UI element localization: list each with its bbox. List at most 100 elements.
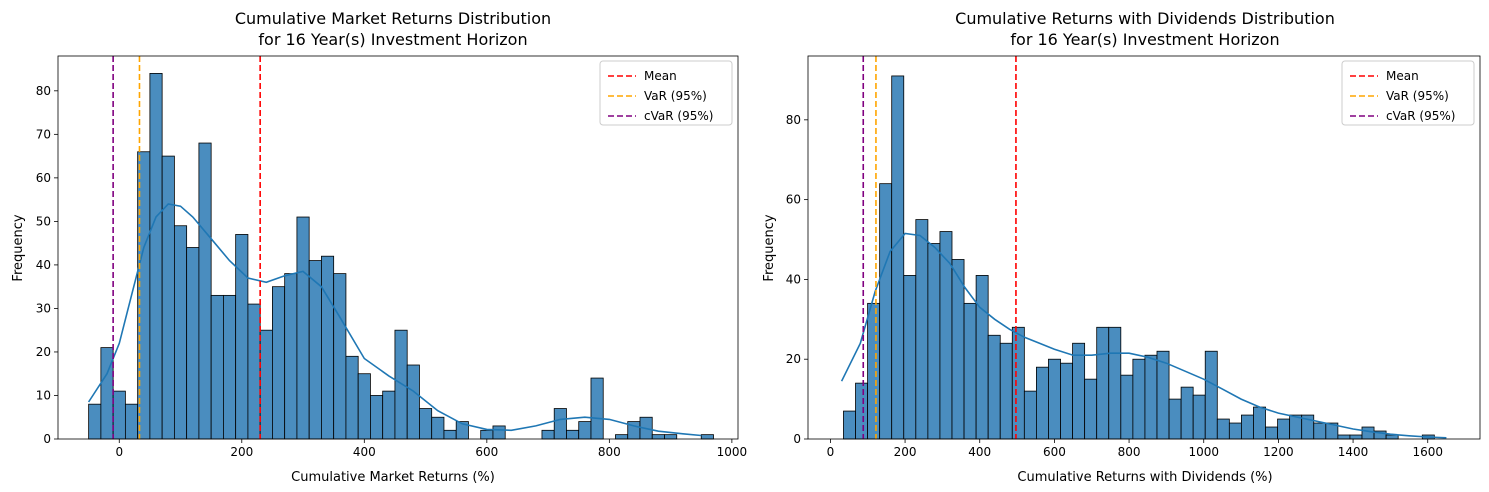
right-histogram-bar	[879, 183, 893, 440]
right-x-tick-label: 400	[968, 445, 991, 459]
right-axes-frame	[807, 55, 1481, 440]
left-histogram-bar	[345, 355, 359, 440]
left-histogram-bar	[615, 434, 629, 440]
left-y-tick-label: 70	[36, 127, 51, 141]
right-histogram-bar	[975, 275, 989, 440]
left-x-tick-label: 600	[475, 445, 498, 459]
left-x-tick-label: 0	[115, 445, 123, 459]
left-histogram-bar	[210, 294, 224, 440]
left-histogram-bar	[357, 373, 371, 440]
right-histogram-bar	[1241, 414, 1254, 440]
left-y-tick-label: 50	[36, 214, 51, 228]
left-legend-label-0: Mean	[644, 69, 677, 83]
left-histogram-bar	[112, 390, 126, 440]
right-legend-label-0: Mean	[1386, 69, 1419, 83]
left-histogram-bar	[480, 429, 494, 440]
right-kde-curve	[840, 232, 1447, 439]
left-histogram-bar	[566, 429, 580, 440]
right-histogram-bar	[903, 275, 917, 440]
right-histogram-bar	[987, 334, 1001, 440]
left-histogram-bar	[541, 429, 555, 440]
left-histogram-bar	[173, 225, 188, 440]
right-x-tick-label: 1200	[1263, 445, 1294, 459]
left-y-tick-label: 60	[36, 171, 51, 185]
left-x-tick-label: 1000	[717, 445, 748, 459]
left-axes-frame	[57, 55, 739, 440]
right-legend-box	[1341, 60, 1475, 126]
left-histogram-bar	[88, 403, 102, 440]
left-x-tick-label: 400	[353, 445, 376, 459]
left-histogram-bar	[223, 294, 237, 440]
right-histogram-bar	[1096, 326, 1110, 440]
left-x-tick-label: 800	[598, 445, 621, 459]
left-histogram-bar	[419, 408, 433, 440]
right-histogram-bar	[1168, 398, 1182, 440]
left-histogram-bar	[431, 416, 445, 440]
right-y-tick-label: 80	[786, 113, 801, 127]
left-legend-box	[599, 60, 733, 126]
right-histogram-bar	[1361, 426, 1375, 440]
left-chart-x-axis-label: Cumulative Market Returns (%)	[291, 470, 495, 485]
right-y-tick-label: 20	[786, 352, 801, 366]
right-legend-label-1: VaR (95%)	[1386, 89, 1449, 103]
right-chart-title-line-1: Cumulative Returns with Dividends Distri…	[955, 9, 1335, 28]
right-histogram-bar	[867, 302, 881, 440]
right-histogram-bar	[1192, 394, 1206, 440]
left-histogram-bar	[272, 286, 286, 440]
left-histogram-bar	[247, 303, 261, 440]
left-histogram-bar	[590, 377, 604, 440]
right-histogram-bar	[951, 259, 965, 440]
left-histogram-bar	[321, 255, 335, 440]
right-chart-panel: Cumulative Returns with Dividends Distri…	[762, 9, 1481, 485]
right-chart-y-axis-label: Frequency	[762, 214, 777, 281]
right-histogram-bar	[1216, 418, 1230, 440]
left-y-tick-label: 30	[36, 301, 51, 315]
left-histogram-bar	[370, 395, 384, 440]
left-histogram-bar	[149, 73, 163, 440]
left-histogram-bar	[308, 260, 322, 440]
right-histogram-bar	[1385, 434, 1399, 440]
left-histogram-bar	[443, 429, 457, 440]
right-histogram-bar	[1277, 418, 1291, 440]
right-x-tick-label: 800	[1118, 445, 1141, 459]
left-histogram-bar	[492, 425, 506, 440]
right-histogram-bar	[1048, 358, 1061, 440]
left-y-tick-label: 40	[36, 258, 51, 272]
left-chart-y-axis-label: Frequency	[11, 214, 26, 281]
left-histogram-bar	[235, 234, 249, 440]
right-histogram-bar	[855, 382, 868, 440]
right-chart-title-line-2: for 16 Year(s) Investment Horizon	[1010, 30, 1279, 49]
right-histogram-bar	[1108, 326, 1122, 440]
left-histogram-bar	[198, 142, 212, 440]
left-histogram-bar	[333, 273, 347, 440]
left-histogram-bar	[296, 216, 310, 440]
left-y-tick-label: 0	[43, 432, 51, 446]
right-histogram-bar	[1072, 342, 1086, 440]
left-histogram-bar	[161, 155, 175, 440]
right-histogram-bar	[1023, 390, 1037, 440]
right-histogram-bar	[843, 410, 856, 440]
right-histogram-bar	[927, 243, 941, 440]
left-histogram-bar	[553, 408, 567, 440]
right-histogram-bar	[1084, 378, 1098, 440]
right-histogram-bar	[1060, 362, 1073, 440]
right-histogram-bar	[1313, 422, 1327, 440]
left-y-tick-label: 80	[36, 84, 51, 98]
right-x-tick-label: 200	[894, 445, 917, 459]
right-histogram-bar	[1265, 426, 1278, 440]
right-x-tick-label: 1400	[1338, 445, 1369, 459]
right-histogram-bar	[1011, 326, 1025, 440]
right-histogram-bar	[1132, 358, 1146, 440]
right-histogram-bar	[1036, 366, 1049, 440]
right-x-tick-label: 600	[1043, 445, 1066, 459]
right-histogram-bar	[1289, 414, 1303, 440]
left-histogram-bar	[284, 273, 298, 440]
right-histogram-bar	[1349, 434, 1363, 440]
left-legend-label-1: VaR (95%)	[644, 89, 707, 103]
right-histogram-bar	[1144, 354, 1158, 440]
right-histogram-bar	[915, 219, 929, 440]
right-histogram-bar	[1253, 406, 1266, 440]
right-x-tick-label: 0	[827, 445, 835, 459]
right-chart-x-axis-label: Cumulative Returns with Dividends (%)	[1017, 470, 1272, 485]
